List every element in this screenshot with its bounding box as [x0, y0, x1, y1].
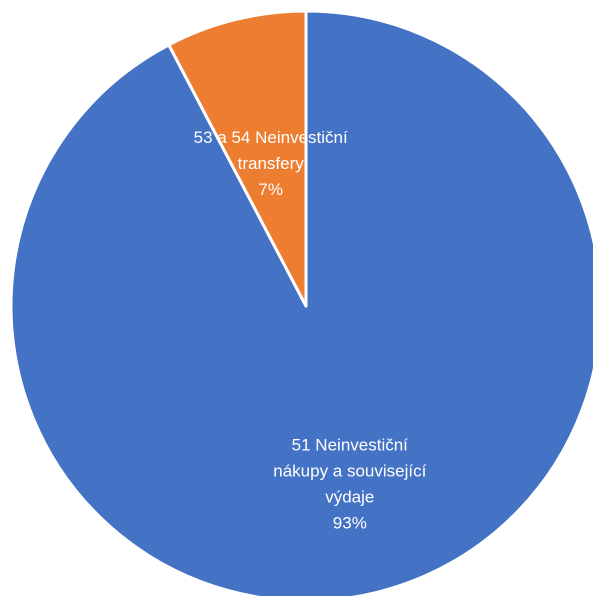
labels-layer: 51 Neinvestiční nákupy a související výdaj… — [194, 128, 427, 533]
pie-slice-1 — [9, 9, 593, 596]
pie-slice-2 — [167, 9, 308, 308]
slice-label-2: 53 a 54 Neinvestiční transfery 7% — [194, 128, 348, 199]
slice-percent-label: 93% — [333, 514, 367, 533]
slice-category-label-line: 53 a 54 Neinvestiční — [194, 128, 348, 147]
slice-category-label-line: nákupy a související — [273, 462, 426, 481]
slice-category-label-line: výdaje — [325, 488, 374, 507]
slice-percent-label: 7% — [258, 180, 283, 199]
slices-layer — [9, 9, 593, 596]
slice-category-label-line: 51 Neinvestiční — [292, 436, 409, 455]
slice-label-1: 51 Neinvestiční nákupy a související výdaj… — [273, 436, 426, 533]
slice-category-label-line: transfery — [238, 154, 305, 173]
